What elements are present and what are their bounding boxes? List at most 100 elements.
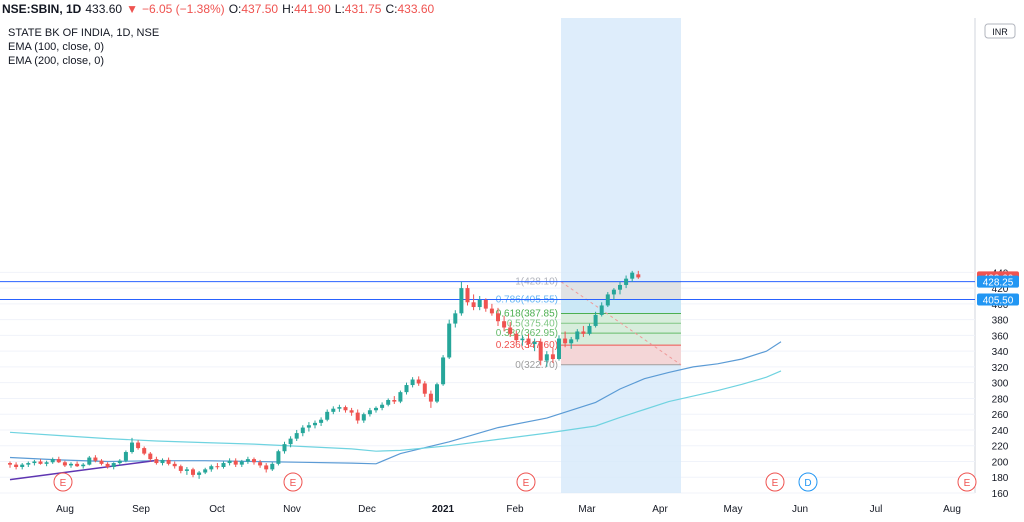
event-label: E — [772, 478, 779, 489]
candle-body — [471, 302, 476, 308]
candle-body — [233, 460, 238, 465]
time-axis[interactable]: Aug Sep Oct Nov Dec 2021 Feb Mar Apr May Jun Jul Aug — [56, 504, 961, 515]
candle-body — [453, 313, 458, 324]
event-marker — [516, 472, 536, 492]
event-label: E — [523, 478, 530, 489]
candle-body — [630, 272, 635, 279]
price-tag — [977, 293, 1019, 306]
chart-title: STATE BK OF INDIA, 1D, NSE — [8, 27, 160, 39]
event-marker — [957, 472, 977, 492]
candle-body — [465, 288, 470, 303]
candle-body — [172, 463, 177, 467]
candle-body — [325, 411, 330, 420]
x-tick-label: Oct — [209, 504, 225, 515]
candle-body — [93, 457, 98, 461]
candle-body — [593, 314, 598, 326]
candle-body — [178, 466, 183, 471]
candle-body — [422, 383, 427, 394]
candle-body — [191, 469, 195, 475]
candle-body — [624, 278, 629, 285]
candle-body — [489, 308, 494, 314]
candle-body — [508, 327, 513, 334]
candle-body — [38, 461, 43, 464]
candle-body — [343, 407, 348, 411]
candle-body — [258, 462, 263, 466]
candle-body — [300, 427, 305, 434]
candle-body — [313, 422, 317, 426]
ema100-legend[interactable]: EMA (100, close, 0) — [8, 41, 104, 53]
candle-body — [404, 385, 409, 393]
candle-body — [575, 331, 580, 340]
fib-level-label: 1(428.10) — [515, 277, 558, 288]
y-tick-label: 220 — [992, 442, 1009, 453]
candle-body — [99, 460, 104, 464]
y-tick-label: 320 — [992, 363, 1009, 374]
candle-body — [367, 410, 372, 415]
candle-body — [557, 338, 561, 360]
horizontal-lines[interactable] — [0, 281, 975, 301]
fib-level-label: 0(322.70) — [515, 360, 558, 371]
candle-body — [288, 438, 293, 445]
price-tag-label: 405.50 — [983, 296, 1014, 307]
y-tick-label: 180 — [992, 473, 1009, 484]
fibonacci-retracement[interactable]: 1(428.10)0.786(405.55)0.618(387.85)0.5(3… — [496, 18, 682, 493]
candle-body — [374, 407, 378, 411]
y-tick-label: 240 — [992, 426, 1009, 437]
candle-body — [8, 463, 12, 465]
event-label: D — [804, 478, 811, 489]
fib-level-label: 0.236(347.60) — [496, 340, 558, 351]
ema200-legend[interactable]: EMA (200, close, 0) — [8, 55, 104, 67]
candle-body — [550, 354, 555, 360]
fib-zone — [561, 299, 681, 314]
y-tick-label: 160 — [992, 489, 1009, 500]
candle-body — [264, 465, 269, 470]
candle-body — [477, 299, 482, 308]
candle-body — [428, 393, 433, 402]
candle-body — [154, 459, 159, 464]
candle-body — [221, 463, 226, 467]
open-value: 437.50 — [241, 2, 279, 16]
candle-body — [136, 442, 141, 449]
high-label: H: — [282, 2, 295, 16]
candle-body — [618, 284, 622, 290]
candle-body — [483, 299, 488, 309]
symbol-info-bar: NSE:SBIN, 1D 433.60 ▼ −6.05 (−1.38%) O: … — [0, 0, 1024, 18]
event-label: E — [60, 478, 67, 489]
fib-level-label: 0.618(387.85) — [496, 308, 558, 319]
x-tick-label: Jul — [870, 504, 883, 515]
candle-body — [611, 289, 616, 295]
fib-level-label: 0.5(375.40) — [507, 318, 558, 329]
candle-body — [520, 338, 525, 341]
candle-body — [361, 414, 366, 421]
candle-body — [410, 379, 415, 386]
grid — [0, 18, 976, 494]
symbol-label[interactable]: NSE:SBIN, 1D — [2, 2, 82, 16]
x-tick-label: Aug — [56, 504, 74, 515]
y-tick-label: 380 — [992, 316, 1009, 327]
candle-body — [435, 384, 439, 402]
candle-body — [355, 412, 360, 421]
candle-body — [569, 339, 574, 344]
candle-body — [441, 357, 446, 385]
candle-body — [117, 460, 122, 464]
candle-body — [87, 457, 92, 465]
x-tick-label: Apr — [652, 504, 668, 515]
candle-body — [160, 459, 165, 464]
fib-trend-line — [560, 281, 682, 366]
fib-zone — [561, 345, 681, 365]
x-tick-label: Dec — [358, 504, 376, 515]
candle-body — [538, 341, 543, 361]
candle-body — [203, 469, 208, 473]
candle-body — [197, 472, 202, 475]
ema-lines — [9, 341, 782, 481]
price-chart[interactable]: 1(428.10)0.786(405.55)0.618(387.85)0.5(3… — [0, 18, 1024, 522]
candle-body — [26, 463, 31, 465]
low-value: 431.75 — [344, 2, 382, 16]
candle-body — [111, 463, 116, 467]
candle-body — [398, 392, 403, 402]
currency-label: INR — [992, 27, 1008, 37]
fib-level-label: 0.382(362.95) — [496, 328, 558, 339]
fib-zone — [561, 333, 681, 346]
price-axis[interactable]: 1601802002202402602803003203403603804004… — [977, 23, 1019, 500]
